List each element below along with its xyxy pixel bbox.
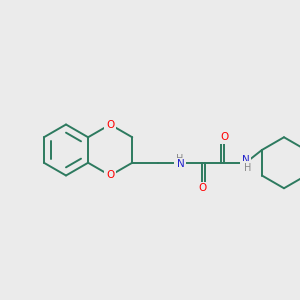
Text: O: O [106,119,114,130]
Text: O: O [198,183,206,193]
Text: H: H [244,163,251,173]
Text: N: N [177,159,184,169]
Text: O: O [106,170,114,181]
Text: H: H [176,154,183,164]
Text: O: O [220,132,228,142]
Text: N: N [242,155,250,165]
